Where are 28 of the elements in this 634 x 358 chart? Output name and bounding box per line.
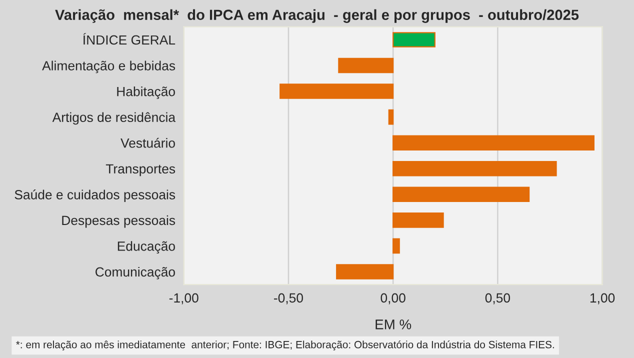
y-tick-label: Saúde e cuidados pessoais [14, 190, 176, 202]
y-tick-label: Comunicação [96, 266, 175, 280]
x-axis-title: EM % [376, 320, 412, 330]
x-tick-label: -0,50 [274, 293, 303, 304]
x-tick-label: 0,50 [485, 293, 510, 304]
bar [392, 238, 400, 254]
y-tick-label: ÍNDICE GERAL [83, 33, 176, 45]
y-tick-label: Educação [118, 241, 175, 254]
x-tick-label: 1,00 [590, 293, 615, 304]
bar [388, 109, 394, 125]
text: *: em relação ao mês imediatamente anterior; Fonte: IBGE; Elaboração: Observatório da Indústria do Sistema FIES. [16, 340, 554, 350]
bar [392, 32, 436, 48]
chart-title: Variação mensal* do IPCA em Aracaju - geral e por grupos - outubro/2025 [55, 9, 579, 23]
y-tick-label: Artigos de residência [52, 112, 176, 125]
bar [392, 212, 444, 228]
bar [338, 58, 394, 74]
bar [336, 264, 394, 280]
y-tick-label: Transportes [106, 164, 176, 176]
y-tick-label: Vestuário [120, 138, 175, 148]
bar [392, 135, 594, 150]
bar [392, 160, 557, 176]
bar [280, 84, 394, 99]
bar [392, 186, 530, 202]
x-tick-label: -1,00 [169, 293, 198, 304]
y-tick-label: Alimentação e bebidas [42, 60, 176, 74]
x-tick-label: 0,00 [380, 293, 406, 304]
y-tick-label: Habitação [117, 86, 175, 99]
y-tick-label: Despesas pessoais [62, 215, 176, 228]
